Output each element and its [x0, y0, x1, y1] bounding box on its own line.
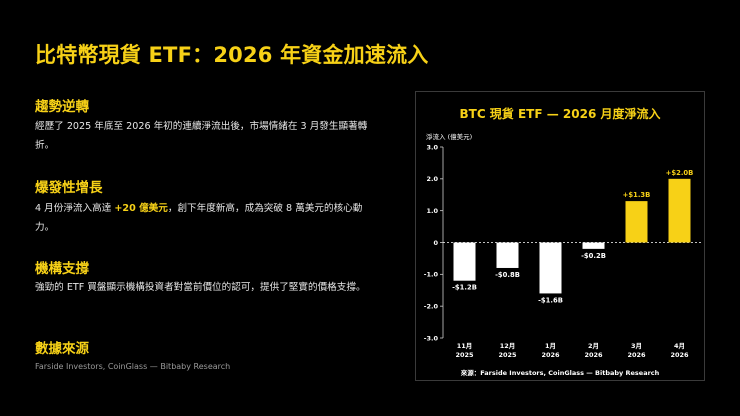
growth-text-before: 4 月份淨流入高達: [35, 203, 115, 214]
bar-2: [539, 242, 562, 294]
growth-text-after: ，創下年度新高，成為突破 8 萬美元的核心動力。: [35, 203, 363, 233]
bar-0: [453, 242, 476, 281]
section-heading-growth: 爆發性增長: [35, 180, 103, 196]
x-tick-label-month: 11月: [457, 342, 473, 350]
section-text-source: Farside Investors, CoinGlass — Bitbaby R…: [35, 362, 231, 371]
data-label-0: -$1.2B: [452, 284, 477, 292]
section-text-support: 強勁的 ETF 買盤顯示機構投資者對當前價位的認可，提供了堅實的價格支撐。: [35, 282, 366, 293]
x-tick-label-month: 4月: [674, 342, 685, 350]
x-tick-label-year: 2026: [670, 351, 689, 359]
etf-flow-chart: BTC 現貨 ETF — 2026 月度淨流入 淨流入 (億美元) 3.0 2.0…: [415, 91, 705, 381]
x-tick-label-month: 12月: [500, 342, 516, 350]
growth-highlight: +20 億美元: [114, 203, 168, 214]
data-label-2: -$1.6B: [538, 296, 563, 304]
chart-source: 來源：Farside Investors, CoinGlass — Bitbab…: [460, 369, 660, 377]
x-tick-label-year: 2026: [584, 351, 603, 359]
y-tick-label: 0: [433, 239, 438, 247]
chart-plot: 3.02.01.00-1.0-2.0-3.0-$1.2B11月2025-$0.8…: [424, 143, 701, 359]
bar-4: [625, 201, 648, 243]
y-tick-label: -3.0: [424, 334, 439, 342]
data-label-1: -$0.8B: [495, 271, 520, 279]
section-text-trend: 經歷了 2025 年底至 2026 年初的連續淨流出後，市場情緒在 3 月發生顯…: [35, 121, 368, 151]
section-heading-trend: 趨勢逆轉: [35, 99, 89, 115]
data-label-5: +$2.0B: [666, 169, 694, 177]
section-text-growth: 4 月份淨流入高達 +20 億美元，創下年度新高，成為突破 8 萬美元的核心動力…: [35, 199, 380, 237]
x-tick-label-year: 2026: [627, 351, 646, 359]
data-label-3: -$0.2B: [581, 252, 606, 260]
x-tick-label-year: 2025: [498, 351, 517, 359]
y-tick-label: 2.0: [426, 175, 438, 183]
x-tick-label-year: 2025: [455, 351, 474, 359]
x-tick-label-month: 1月: [545, 342, 556, 350]
page-title: 比特幣現貨 ETF：2026 年資金加速流入: [35, 43, 429, 67]
x-tick-label-month: 2月: [588, 342, 599, 350]
bar-3: [582, 242, 605, 249]
y-axis-label: 淨流入 (億美元): [426, 133, 473, 141]
x-tick-label-year: 2026: [541, 351, 560, 359]
y-tick-label: -2.0: [424, 302, 439, 310]
y-tick-label: -1.0: [424, 271, 439, 279]
y-tick-label: 1.0: [426, 207, 438, 215]
y-tick-label: 3.0: [426, 143, 438, 151]
bar-5: [668, 178, 691, 243]
data-label-4: +$1.3B: [623, 191, 651, 199]
section-heading-source: 數據來源: [35, 341, 89, 357]
chart-title: BTC 現貨 ETF — 2026 月度淨流入: [459, 107, 661, 121]
bar-1: [496, 242, 519, 268]
x-tick-label-month: 3月: [631, 342, 642, 350]
section-heading-support: 機構支撐: [35, 261, 89, 277]
